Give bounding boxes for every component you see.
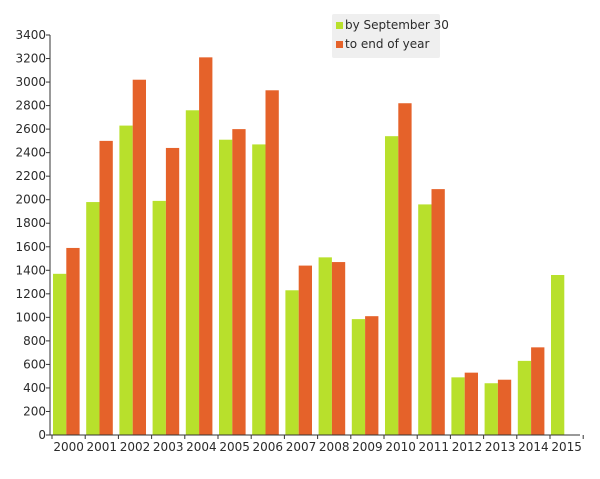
bar-to-end-of-year-2012 bbox=[464, 372, 478, 435]
bar-by-september-30-2000 bbox=[53, 273, 67, 435]
bar-to-end-of-year-2000 bbox=[66, 247, 80, 435]
x-tick-label-2010: 2010 bbox=[385, 440, 416, 454]
legend-label-to-end-of-year: to end of year bbox=[345, 37, 430, 51]
bar-by-september-30-2015 bbox=[551, 275, 565, 435]
x-tick-label-2001: 2001 bbox=[87, 440, 118, 454]
x-tick-label-2004: 2004 bbox=[186, 440, 217, 454]
x-tick-label-2000: 2000 bbox=[53, 440, 84, 454]
bar-by-september-30-2002 bbox=[119, 125, 133, 435]
y-tick-label-600: 600 bbox=[23, 357, 46, 371]
y-tick-label-1400: 1400 bbox=[15, 263, 46, 277]
y-tick-label-2400: 2400 bbox=[15, 146, 46, 160]
x-tick-label-2006: 2006 bbox=[253, 440, 284, 454]
bar-to-end-of-year-2007 bbox=[298, 265, 312, 435]
x-tick-label-2008: 2008 bbox=[319, 440, 350, 454]
y-tick-label-400: 400 bbox=[23, 381, 46, 395]
x-tick-label-2003: 2003 bbox=[153, 440, 184, 454]
y-tick-label-200: 200 bbox=[23, 404, 46, 418]
bar-to-end-of-year-2008 bbox=[331, 262, 346, 435]
bar-to-end-of-year-2009 bbox=[365, 316, 379, 435]
bar-by-september-30-2013 bbox=[484, 383, 498, 435]
x-tick-label-2014: 2014 bbox=[518, 440, 549, 454]
bar-by-september-30-2011 bbox=[418, 204, 432, 435]
y-tick-label-1000: 1000 bbox=[15, 310, 46, 324]
bar-by-september-30-2010 bbox=[385, 136, 399, 435]
bar-by-september-30-2004 bbox=[185, 110, 200, 435]
x-tick-label-2002: 2002 bbox=[120, 440, 151, 454]
bar-to-end-of-year-2011 bbox=[431, 189, 445, 435]
bar-by-september-30-2014 bbox=[517, 360, 532, 435]
y-tick-label-2800: 2800 bbox=[15, 99, 46, 113]
bar-by-september-30-2003 bbox=[152, 200, 166, 435]
x-tick-label-2007: 2007 bbox=[286, 440, 317, 454]
legend: by September 30 to end of year bbox=[332, 14, 449, 58]
y-tick-label-2600: 2600 bbox=[15, 122, 46, 136]
y-tick-label-1200: 1200 bbox=[15, 287, 46, 301]
legend-label-by-september-30: by September 30 bbox=[345, 18, 449, 32]
y-tick-label-1600: 1600 bbox=[15, 240, 46, 254]
x-tick-label-2011: 2011 bbox=[419, 440, 450, 454]
y-tick-label-3000: 3000 bbox=[15, 75, 46, 89]
bar-to-end-of-year-2005 bbox=[232, 129, 246, 435]
x-tick-label-2012: 2012 bbox=[452, 440, 483, 454]
axes-layer: 0 200 400 600 800 1000 1200 1400 1600 1800 2000 220… bbox=[15, 28, 584, 454]
bar-by-september-30-2012 bbox=[451, 377, 465, 435]
bar-to-end-of-year-2001 bbox=[99, 140, 113, 435]
bar-to-end-of-year-2010 bbox=[398, 103, 412, 436]
x-tick-label-2005: 2005 bbox=[219, 440, 250, 454]
legend-swatch-to-end-of-year bbox=[336, 41, 343, 48]
x-tick-label-2013: 2013 bbox=[485, 440, 516, 454]
x-tick-label-2009: 2009 bbox=[352, 440, 383, 454]
bar-to-end-of-year-2003 bbox=[165, 147, 180, 435]
bar-to-end-of-year-2014 bbox=[531, 347, 545, 435]
bar-to-end-of-year-2006 bbox=[265, 90, 279, 435]
bar-to-end-of-year-2004 bbox=[199, 57, 213, 435]
bar-by-september-30-2009 bbox=[351, 319, 366, 435]
y-tick-label-800: 800 bbox=[23, 334, 46, 348]
bar-by-september-30-2006 bbox=[252, 144, 266, 435]
x-tick-label-2015: 2015 bbox=[551, 440, 582, 454]
y-tick-label-2000: 2000 bbox=[15, 193, 46, 207]
bar-to-end-of-year-2013 bbox=[497, 379, 512, 435]
bar-by-september-30-2001 bbox=[86, 202, 100, 435]
y-tick-label-2200: 2200 bbox=[15, 169, 46, 183]
legend-swatch-by-september-30 bbox=[336, 22, 343, 29]
y-tick-label-3400: 3400 bbox=[15, 28, 46, 42]
y-tick-label-3200: 3200 bbox=[15, 52, 46, 66]
bars-layer bbox=[53, 57, 565, 436]
bar-by-september-30-2005 bbox=[219, 139, 233, 435]
bar-to-end-of-year-2002 bbox=[132, 79, 146, 436]
bar-by-september-30-2008 bbox=[318, 257, 332, 435]
y-tick-label-1800: 1800 bbox=[15, 216, 46, 230]
legend-background bbox=[332, 14, 440, 58]
bar-by-september-30-2007 bbox=[285, 290, 299, 435]
y-tick-label-0: 0 bbox=[38, 428, 46, 442]
